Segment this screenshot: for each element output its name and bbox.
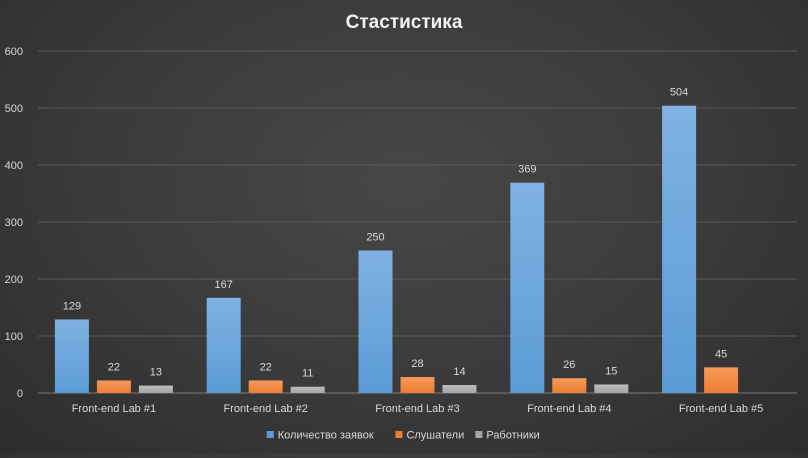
y-tick-label: 400 [5,160,23,172]
data-label: 504 [670,87,688,99]
data-label: 45 [715,348,727,360]
x-axis-ticks: Front-end Lab #1 Front-end Lab #2 Front-en… [72,403,764,415]
data-label: 26 [563,359,575,371]
legend-label: Количество заявок [278,430,374,442]
y-tick-label: 100 [5,331,23,343]
bar [400,377,435,393]
bars [54,105,739,393]
data-label: 11 [302,368,313,380]
bar [206,297,241,393]
legend-swatch [266,431,274,438]
data-label: 13 [150,367,162,379]
bar [552,378,587,393]
bar [510,182,545,393]
gridlines [38,50,797,394]
data-label: 28 [411,358,423,370]
bar [138,385,173,393]
y-tick-label: 200 [5,274,23,286]
legend: Количество заявок Слушатели Работники [266,430,540,442]
legend-swatch [475,431,483,438]
x-tick-label: Front-end Lab #5 [679,403,763,415]
y-tick-label: 300 [5,217,23,229]
x-tick-label: Front-end Lab #2 [224,403,308,415]
data-labels: 129 22 13 167 22 11 250 28 14 369 26 15 504 45 [63,87,728,380]
bar [290,386,325,393]
bar [594,384,629,393]
legend-item: Количество заявок [266,430,374,442]
chart-title: Стастистика [346,12,463,33]
legend-label: Работники [486,430,539,442]
data-label: 250 [366,232,384,244]
x-tick-label: Front-end Lab #4 [527,403,611,415]
y-axis-ticks: 0 100 200 300 400 500 600 [5,46,23,400]
bar [704,367,739,393]
data-label: 22 [260,361,272,373]
y-tick-label: 600 [5,46,23,58]
legend-item: Слушатели [395,430,464,442]
data-label: 14 [453,366,465,378]
bar [442,385,477,393]
data-label: 167 [215,279,233,291]
legend-item: Работники [475,430,540,442]
legend-label: Слушатели [406,430,464,442]
bar [54,319,89,393]
bar [358,250,393,393]
bar [96,380,131,393]
legend-swatch [395,431,403,438]
x-tick-label: Front-end Lab #1 [72,403,156,415]
data-label: 129 [63,300,81,312]
bar [662,105,697,393]
data-label: 22 [108,361,120,373]
data-label: 369 [518,164,536,176]
bar [248,380,283,393]
y-tick-label: 0 [17,388,23,400]
x-tick-label: Front-end Lab #3 [375,403,459,415]
data-label: 15 [605,365,617,377]
y-tick-label: 500 [5,103,23,115]
